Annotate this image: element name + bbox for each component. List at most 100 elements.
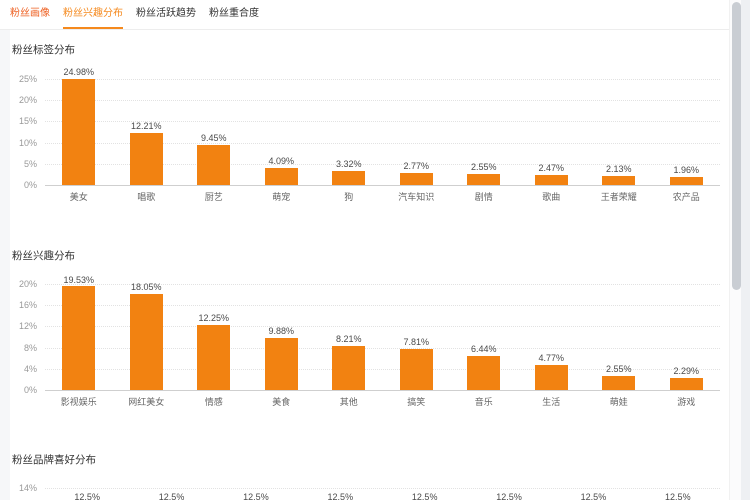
- tab-bar: 粉丝画像 粉丝兴趣分布 粉丝活跃趋势 粉丝重合度: [0, 0, 729, 30]
- bar-value-label: 12.25%: [198, 313, 230, 324]
- x-axis-label: 农产品: [672, 192, 700, 202]
- bar-value-label: 9.88%: [268, 325, 295, 336]
- bar-value-label: 6.44%: [470, 343, 497, 354]
- bar-歌曲: [534, 174, 568, 185]
- bar-农产品: [669, 176, 703, 185]
- x-axis-label: 萌娃: [609, 397, 628, 407]
- bar-value-label: 9.45%: [200, 132, 227, 143]
- bar-value-label: 12.5%: [580, 491, 607, 500]
- tab-fan-portrait[interactable]: 粉丝画像: [10, 8, 50, 19]
- gridline: [45, 305, 720, 307]
- bar-value-label: 12.5%: [411, 491, 438, 500]
- fan-interest-distribution-chart: 0% 4% 8% 12% 16% 20% 19.53% 影视娱乐 18.05% 网红美女 12.25…: [12, 275, 724, 407]
- bar-游戏: [669, 377, 703, 390]
- x-axis-label: 情感: [204, 397, 223, 407]
- bar-唱歌: [129, 133, 163, 185]
- bar-value-label: 4.77%: [538, 352, 565, 363]
- x-axis-label: 剧情: [474, 192, 493, 202]
- bar-value-label: 2.77%: [403, 161, 430, 172]
- bar-value-label: 12.5%: [665, 491, 691, 500]
- bar-value-label: 12.5%: [327, 491, 354, 500]
- x-axis-label: 音乐: [474, 397, 493, 407]
- bar-value-label: 2.47%: [538, 162, 565, 173]
- gridline: [45, 163, 720, 165]
- gridline: [45, 142, 720, 144]
- gridline: [45, 368, 720, 370]
- bar-其他: [332, 346, 366, 390]
- x-axis-label: 生活: [542, 397, 561, 407]
- x-axis-line: [45, 185, 720, 186]
- bar-剧情: [467, 174, 501, 185]
- bar-网红美女: [129, 294, 163, 390]
- bar-value-label: 12.5%: [243, 491, 269, 500]
- bar-厨艺: [197, 144, 231, 185]
- x-axis-label: 歌曲: [542, 192, 561, 202]
- page-right-gutter: [741, 0, 750, 500]
- bar-value-label: 12.5%: [74, 491, 100, 500]
- page-left-gutter: [0, 30, 10, 500]
- bar-value-label: 2.55%: [470, 162, 497, 173]
- bar-value-label: 1.96%: [673, 164, 700, 175]
- y-axis-tick: 8%: [23, 342, 37, 353]
- bar-value-label: 19.53%: [63, 274, 95, 285]
- scrollbar-track[interactable]: [729, 0, 741, 500]
- bar-情感: [197, 325, 231, 390]
- x-axis-label: 网红美女: [128, 397, 165, 407]
- y-axis-tick: 10%: [18, 137, 37, 148]
- chart-title-fan-interest: 粉丝兴趣分布: [12, 250, 75, 262]
- y-axis-tick: 20%: [18, 95, 37, 106]
- bar-value-label: 12.5%: [158, 491, 185, 500]
- bar-美女: [62, 79, 96, 185]
- bar-美食: [264, 337, 298, 390]
- bar-value-label: 4.09%: [268, 155, 295, 166]
- x-axis-label: 搞笑: [407, 397, 426, 407]
- bar-音乐: [467, 355, 501, 390]
- x-axis-label: 狗: [344, 192, 354, 202]
- x-axis-label: 汽车知识: [398, 192, 435, 202]
- bar-value-label: 3.32%: [335, 158, 362, 169]
- gridline: [45, 326, 720, 328]
- bar-value-label: 8.21%: [335, 334, 362, 345]
- x-axis-label: 其他: [339, 397, 358, 407]
- gridline: [45, 284, 720, 285]
- fan-brand-preference-chart: 14% 12.5% 12.5% 12.5% 12.5% 12.5% 12.5% 12.5% 12…: [12, 483, 724, 500]
- bar-萌宠: [264, 167, 298, 185]
- gridline: [45, 488, 720, 489]
- bar-汽车知识: [399, 173, 433, 185]
- x-axis-label: 王者荣耀: [600, 192, 637, 202]
- x-axis-label: 厨艺: [204, 192, 223, 202]
- fan-tag-distribution-chart: 0% 5% 10% 15% 20% 25% 24.98% 美女 12.21% 唱歌 9.45% 厨艺 4…: [12, 67, 724, 202]
- bar-value-label: 12.5%: [496, 491, 522, 500]
- tab-fan-overlap[interactable]: 粉丝重合度: [209, 8, 259, 19]
- gridline: [45, 121, 720, 123]
- y-axis-tick: 25%: [18, 74, 37, 84]
- y-axis-tick: 0%: [23, 180, 37, 190]
- bar-value-label: 2.13%: [605, 163, 632, 174]
- bar-value-label: 2.29%: [673, 365, 700, 376]
- bar-萌娃: [602, 376, 636, 390]
- bar-狗: [332, 170, 366, 185]
- x-axis-label: 美食: [272, 397, 291, 407]
- y-axis-tick: 20%: [18, 279, 37, 289]
- scrollbar-thumb[interactable]: [731, 2, 741, 290]
- bar-value-label: 24.98%: [63, 67, 95, 78]
- bar-value-label: 2.55%: [605, 364, 632, 375]
- y-axis-tick: 0%: [23, 385, 37, 395]
- x-axis-label: 游戏: [677, 397, 696, 407]
- gridline: [45, 347, 720, 349]
- x-axis-line: [45, 390, 720, 391]
- tab-fan-activity-trend[interactable]: 粉丝活跃趋势: [136, 8, 196, 19]
- y-axis-tick: 12%: [18, 321, 37, 332]
- bar-王者荣耀: [602, 175, 636, 185]
- bar-value-label: 7.81%: [403, 336, 430, 347]
- gridline: [45, 79, 720, 80]
- y-axis-tick: 15%: [18, 116, 37, 127]
- y-axis-tick: 14%: [18, 483, 37, 493]
- x-axis-label: 萌宠: [272, 192, 291, 202]
- tab-fan-interest-distribution[interactable]: 粉丝兴趣分布: [63, 0, 123, 29]
- bar-生活: [534, 364, 568, 390]
- bar-value-label: 12.21%: [130, 121, 162, 132]
- chart-title-fan-brand-preference: 粉丝品牌喜好分布: [12, 454, 96, 466]
- x-axis-label: 影视娱乐: [60, 397, 97, 407]
